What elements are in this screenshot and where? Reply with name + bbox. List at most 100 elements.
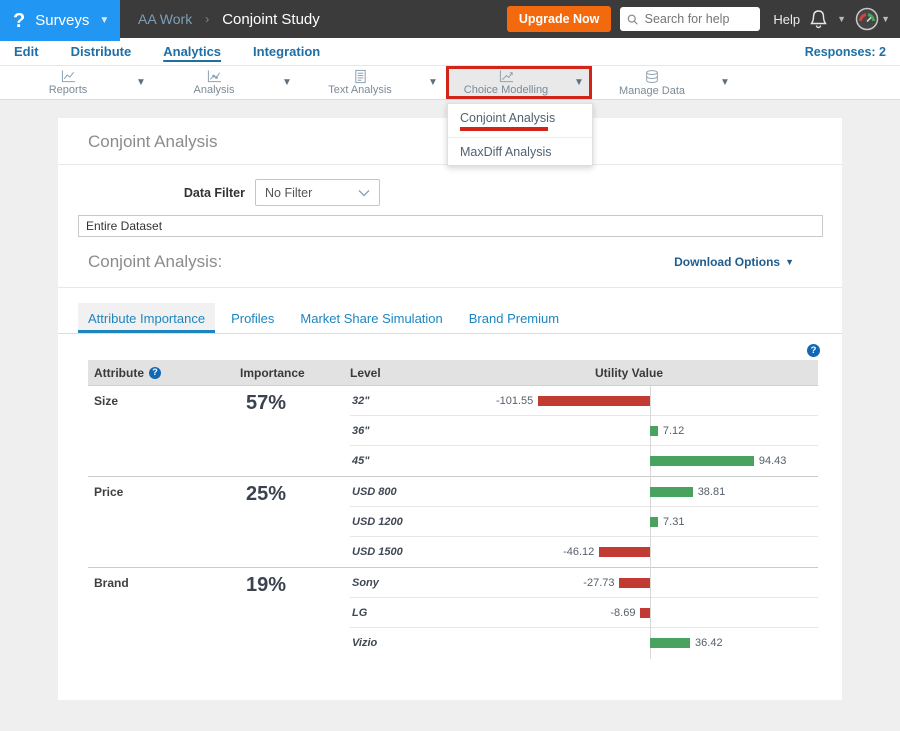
utility-chart-cell: 94.43 bbox=[440, 445, 818, 477]
level-label: Sony bbox=[352, 577, 379, 589]
attribute-importance-table: Attribute ? Importance Level Utility Val… bbox=[88, 360, 818, 659]
utility-bar bbox=[650, 456, 754, 466]
utility-value: -8.69 bbox=[610, 606, 636, 619]
choice-modelling-dropdown: Conjoint Analysis MaxDiff Analysis bbox=[447, 103, 593, 166]
top-bar: ? Surveys ▼ AA Work › Conjoint Study Upg… bbox=[0, 0, 900, 41]
utility-bar bbox=[640, 608, 650, 618]
attribute-group: Price 25% USD 800 38.81 USD 1200 7.31 USD 1500… bbox=[88, 476, 818, 568]
tab-attribute-importance[interactable]: Attribute Importance bbox=[78, 303, 216, 333]
breadcrumb-workspace[interactable]: AA Work bbox=[138, 11, 193, 27]
toolbar-label: Choice Modelling bbox=[463, 84, 549, 96]
line-chart-icon bbox=[61, 70, 75, 83]
survey-nav: Edit Distribute Analytics Integration Re… bbox=[0, 38, 900, 66]
breadcrumb-current: Conjoint Study bbox=[222, 10, 320, 28]
table-body: Size 57% 32" -101.55 36" 7.12 45" 94.43 Price 25%… bbox=[88, 385, 818, 659]
search-input[interactable] bbox=[644, 12, 754, 26]
level-rows: Sony -27.73 LG -8.69 Vizio 36.42 bbox=[350, 567, 818, 659]
level-row: USD 800 38.81 bbox=[350, 476, 818, 507]
toolbar-label: Analysis bbox=[193, 84, 235, 96]
utility-chart-cell: 7.12 bbox=[440, 415, 818, 446]
product-switcher[interactable]: ? Surveys ▼ bbox=[0, 0, 120, 41]
chevron-down-icon[interactable]: ▼ bbox=[837, 14, 847, 24]
toolbar-group-analysis[interactable]: Analysis ▼ bbox=[154, 66, 300, 99]
data-filter-select[interactable]: No Filter bbox=[255, 179, 380, 206]
importance-value: 25% bbox=[246, 483, 287, 505]
breadcrumb-separator-icon: › bbox=[205, 12, 210, 26]
toolbar-label: Manage Data bbox=[618, 84, 686, 97]
annotation-underline bbox=[460, 127, 548, 131]
responses-count[interactable]: Responses: 2 bbox=[804, 44, 886, 59]
utility-chart-cell: 7.31 bbox=[440, 506, 818, 537]
nav-item-edit[interactable]: Edit bbox=[14, 44, 39, 59]
table-header: Attribute ? Importance Level Utility Val… bbox=[88, 360, 818, 386]
nav-item-distribute[interactable]: Distribute bbox=[70, 44, 132, 59]
help-search[interactable] bbox=[620, 7, 761, 31]
tab-brand-premium[interactable]: Brand Premium bbox=[468, 311, 560, 326]
toolbar-label: Text Analysis bbox=[328, 84, 392, 96]
toolbar-group-choice-modelling[interactable]: Choice Modelling ▼ bbox=[446, 66, 592, 99]
utility-value: 7.31 bbox=[663, 515, 685, 528]
conjoint-analysis-card: Conjoint Analysis Data Filter No Filter … bbox=[58, 118, 842, 700]
upgrade-now-button[interactable]: Upgrade Now bbox=[506, 6, 612, 32]
chevron-down-icon: ▼ bbox=[881, 14, 890, 24]
column-header-importance: Importance bbox=[240, 365, 305, 380]
level-label: Vizio bbox=[352, 637, 378, 649]
chevron-down-icon[interactable]: ▼ bbox=[574, 77, 584, 88]
chevron-down-icon: ▼ bbox=[785, 257, 794, 267]
level-row: USD 1200 7.31 bbox=[350, 506, 818, 537]
chevron-down-icon[interactable]: ▼ bbox=[136, 77, 146, 88]
importance-value: 57% bbox=[246, 392, 287, 414]
level-rows: 32" -101.55 36" 7.12 45" 94.43 bbox=[350, 385, 818, 477]
dataset-input[interactable]: Entire Dataset bbox=[78, 215, 823, 237]
database-icon bbox=[646, 69, 658, 83]
data-filter-value: No Filter bbox=[265, 185, 313, 200]
level-label: 45" bbox=[352, 455, 370, 467]
level-row: 32" -101.55 bbox=[350, 385, 818, 416]
tab-market-share-simulation[interactable]: Market Share Simulation bbox=[300, 311, 443, 326]
divider bbox=[58, 287, 842, 288]
column-header-level: Level bbox=[350, 365, 381, 380]
chevron-down-icon[interactable]: ▼ bbox=[282, 77, 292, 88]
utility-bar bbox=[650, 426, 658, 436]
topbar-actions: Upgrade Now Help ▼ ▼ bbox=[506, 6, 900, 32]
chevron-down-icon[interactable]: ▼ bbox=[428, 77, 438, 88]
help-icon[interactable]: ? bbox=[149, 366, 161, 379]
level-row: USD 1500 -46.12 bbox=[350, 536, 818, 568]
column-header-attribute: Attribute ? bbox=[88, 366, 238, 380]
utility-bar bbox=[650, 517, 659, 527]
nav-item-analytics[interactable]: Analytics bbox=[163, 44, 222, 59]
tab-profiles[interactable]: Profiles bbox=[231, 311, 275, 326]
avatar bbox=[855, 7, 879, 31]
table-help-row: ? bbox=[58, 344, 820, 357]
toolbar-group-reports[interactable]: Reports ▼ bbox=[8, 66, 154, 99]
analytics-toolbar: Reports ▼ Analysis ▼ Text Analysis ▼ bbox=[0, 66, 900, 166]
attribute-name: Brand bbox=[94, 576, 129, 590]
user-menu[interactable]: ▼ bbox=[855, 7, 890, 31]
level-label: 36" bbox=[352, 425, 370, 437]
utility-value: -27.73 bbox=[583, 576, 615, 589]
level-row: 45" 94.43 bbox=[350, 445, 818, 477]
zero-axis-line bbox=[650, 385, 651, 416]
level-row: Sony -27.73 bbox=[350, 567, 818, 598]
chevron-down-icon[interactable]: ▼ bbox=[720, 77, 730, 88]
menu-item-maxdiff-analysis[interactable]: MaxDiff Analysis bbox=[448, 137, 592, 165]
notifications-bell-icon[interactable] bbox=[809, 9, 828, 29]
breadcrumb: AA Work › Conjoint Study bbox=[138, 11, 320, 28]
utility-value: 94.43 bbox=[758, 455, 787, 467]
search-icon bbox=[628, 14, 639, 25]
result-tabs: Attribute Importance Profiles Market Sha… bbox=[58, 303, 842, 334]
level-rows: USD 800 38.81 USD 1200 7.31 USD 1500 -46.12 bbox=[350, 476, 818, 568]
toolbar-group-manage-data[interactable]: Manage Data ▼ bbox=[592, 66, 738, 99]
attribute-group: Size 57% 32" -101.55 36" 7.12 45" 94.43 bbox=[88, 385, 818, 477]
menu-item-conjoint-analysis[interactable]: Conjoint Analysis bbox=[448, 104, 592, 137]
download-options-button[interactable]: Download Options ▼ bbox=[674, 255, 794, 269]
attribute-name: Size bbox=[94, 394, 119, 408]
help-link[interactable]: Help bbox=[773, 11, 801, 27]
utility-chart-cell: 36.42 bbox=[440, 627, 818, 659]
help-icon[interactable]: ? bbox=[807, 344, 820, 357]
nav-item-integration[interactable]: Integration bbox=[253, 44, 321, 59]
toolbar-group-text-analysis[interactable]: Text Analysis ▼ bbox=[300, 66, 446, 99]
utility-bar bbox=[538, 396, 650, 406]
utility-value: 7.12 bbox=[662, 424, 685, 437]
zero-axis-line bbox=[650, 536, 651, 568]
